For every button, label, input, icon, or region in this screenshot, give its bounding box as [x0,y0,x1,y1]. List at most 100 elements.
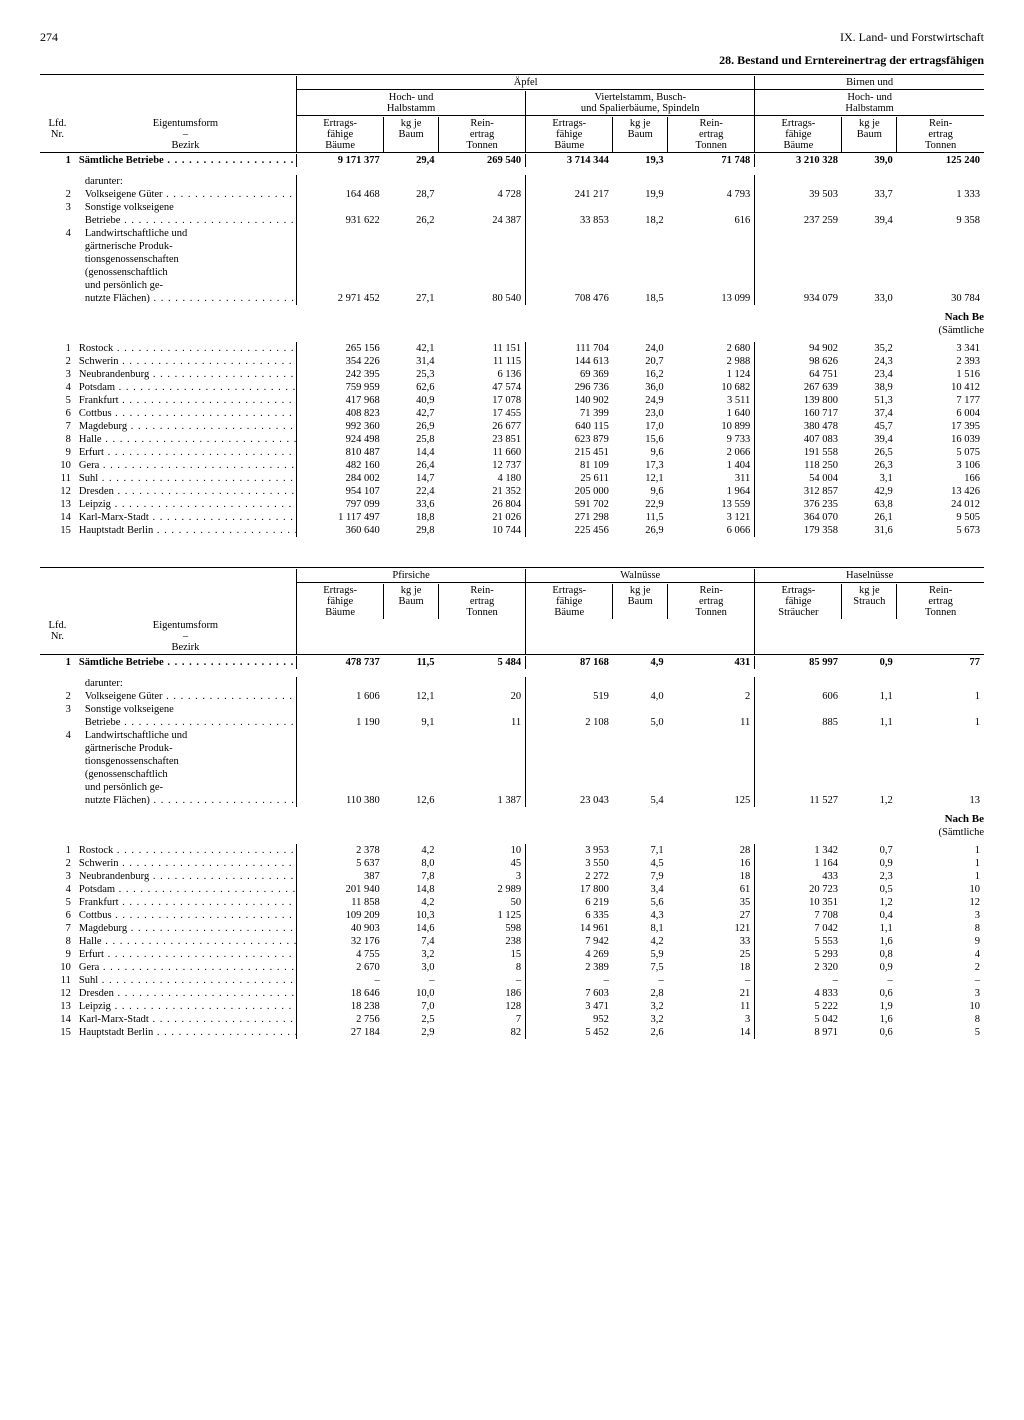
row-name: gärtnerische Produk- [75,742,297,755]
cell: 64 751 [755,368,842,381]
cell: 11,5 [613,511,668,524]
hdr-eigentumsform: Eigentumsform [153,118,218,129]
cell: 40 903 [297,922,384,935]
cell: 1 190 [297,716,384,729]
cell: 1 964 [668,485,755,498]
cell: 265 156 [297,342,384,355]
cell: 296 736 [526,381,613,394]
row-lfd: 13 [40,498,75,511]
cell: 201 940 [297,883,384,896]
row-lfd: 1 [40,154,75,167]
cell: 69 369 [526,368,613,381]
row-lfd [40,292,75,305]
hdr-c6: Rein- ertrag Tonnen [668,117,755,153]
row-name: gärtnerische Produk- [75,240,297,253]
cell: 9 171 377 [297,154,384,167]
cell: 17,0 [613,420,668,433]
cell: 478 737 [297,656,384,669]
row-lfd: 14 [40,511,75,524]
cell: 71 399 [526,407,613,420]
hdr-c4: Ertrags- fähige Bäume [526,117,613,153]
row-name: Halle [75,935,297,948]
cell: 5,0 [613,716,668,729]
cell: 14 [668,1026,755,1039]
row-lfd [40,794,75,807]
group-birnen-sub1: Hoch- und Halbstamm [755,91,984,116]
cell: 2 378 [297,844,384,857]
cell: 380 478 [755,420,842,433]
cell: 2 389 [526,961,613,974]
cell: 431 [668,656,755,669]
cell: 1 117 497 [297,511,384,524]
cell: 40,9 [384,394,439,407]
cell: 0,5 [842,883,897,896]
cell: 77 [897,656,984,669]
cell: 3 [897,987,984,1000]
hdr2-lfd: Lfd. Nr. [40,619,75,655]
cell: 0,9 [842,656,897,669]
cell: 5,6 [613,896,668,909]
cell: 121 [668,922,755,935]
cell: 3,4 [613,883,668,896]
row-lfd: 1 [40,656,75,669]
cell: 4 180 [438,472,525,485]
row-name: Sämtliche Betriebe [75,154,297,167]
section-nach-be-2: Nach Be [40,813,984,825]
cell: 8,1 [613,922,668,935]
cell: 109 209 [297,909,384,922]
hdr-c3: Rein- ertrag Tonnen [438,117,525,153]
cell: 4,3 [613,909,668,922]
cell: 26,5 [842,446,897,459]
cell: 8 [897,1013,984,1026]
hdr2-c8: kg je Strauch [842,584,897,619]
cell: – [668,974,755,987]
cell: 360 640 [297,524,384,537]
cell: 71 748 [668,154,755,167]
row-lfd: 6 [40,909,75,922]
cell: 7,0 [384,1000,439,1013]
cell: 1 [897,844,984,857]
cell: 0,4 [842,909,897,922]
cell: 16 039 [897,433,984,446]
cell: 26,9 [384,420,439,433]
row-name: und persönlich ge- [75,279,297,292]
row-lfd: 1 [40,342,75,355]
cell: 39,4 [842,214,897,227]
cell: 11 [668,1000,755,1013]
cell: 25,8 [384,433,439,446]
cell: 7,9 [613,870,668,883]
cell: 11 527 [755,794,842,807]
cell: 42,9 [842,485,897,498]
cell: – [297,974,384,987]
cell: 1,6 [842,1013,897,1026]
cell: 1 124 [668,368,755,381]
cell: 1,1 [842,716,897,729]
cell: 42,1 [384,342,439,355]
cell: 125 240 [897,154,984,167]
cell: 354 226 [297,355,384,368]
cell: 9 505 [897,511,984,524]
row-name: Magdeburg [75,922,297,935]
group-haselnuesse: Haselnüsse [755,569,984,583]
cell: 8,0 [384,857,439,870]
cell: 2 756 [297,1013,384,1026]
cell: 1,1 [842,690,897,703]
cell: 118 250 [755,459,842,472]
cell: 3 341 [897,342,984,355]
cell: 47 574 [438,381,525,394]
cell: 82 [438,1026,525,1039]
cell: 7,5 [613,961,668,974]
row-name: (genossenschaftlich [75,768,297,781]
row-name: Halle [75,433,297,446]
cell: 0,9 [842,961,897,974]
cell: 38,9 [842,381,897,394]
cell: 14,6 [384,922,439,935]
cell: 20,7 [613,355,668,368]
cell: 4 833 [755,987,842,1000]
row-name: Landwirtschaftliche und [75,227,297,240]
cell: 23 043 [526,794,613,807]
cell: 2 670 [297,961,384,974]
cell: 94 902 [755,342,842,355]
row-name: Sonstige volkseigene [75,201,297,214]
cell: 1,6 [842,935,897,948]
